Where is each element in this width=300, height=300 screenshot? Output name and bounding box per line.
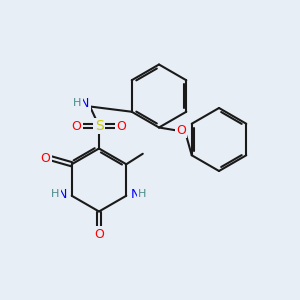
- Text: S: S: [94, 119, 103, 133]
- Text: N: N: [80, 97, 89, 110]
- Text: O: O: [117, 119, 126, 133]
- Text: N: N: [131, 188, 141, 201]
- Text: H: H: [51, 189, 60, 199]
- Text: O: O: [72, 119, 81, 133]
- Text: O: O: [94, 227, 104, 241]
- Text: H: H: [138, 189, 147, 199]
- Text: O: O: [176, 124, 186, 137]
- Text: N: N: [57, 188, 67, 201]
- Text: H: H: [73, 98, 82, 109]
- Text: O: O: [40, 152, 50, 165]
